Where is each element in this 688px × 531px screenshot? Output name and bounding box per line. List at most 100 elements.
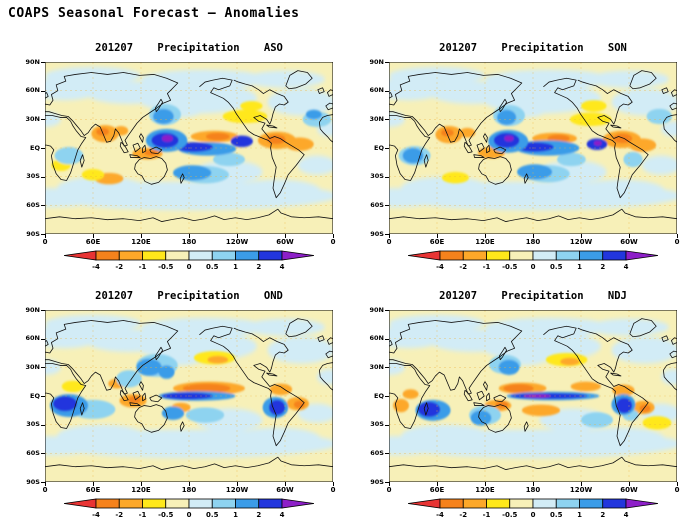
lat-tick-label: 90N <box>369 305 385 314</box>
lat-axis-tick <box>41 119 45 121</box>
colorbar-tick-label: 4 <box>280 263 285 271</box>
lon-tick-label: 0 <box>674 238 680 246</box>
graticule <box>389 310 677 482</box>
panel-title: 201207 Precipitation SON <box>389 42 677 54</box>
lon-axis-tick <box>581 482 582 486</box>
colorbar-tick-label: 0.5 <box>550 511 563 519</box>
panel-title-season: NDJ <box>607 290 627 302</box>
lat-tick-label: 30S <box>370 420 384 429</box>
colorbar-tick-label: 1 <box>233 511 238 519</box>
lat-tick-label: 30N <box>25 362 41 371</box>
colorbar-below-min-arrow <box>408 498 441 509</box>
panel-title: 201207 Precipitation OND <box>45 290 333 302</box>
lon-axis-tick <box>237 482 238 486</box>
lat-tick-label: 90N <box>25 57 41 66</box>
colorbar-above-max-arrow <box>625 250 658 261</box>
lon-tick-label: 180 <box>181 238 197 246</box>
lat-axis-tick <box>41 367 45 369</box>
lat-axis-tick <box>41 424 45 426</box>
colorbar-tick-label: 4 <box>624 511 629 519</box>
lon-tick-label: 0 <box>330 238 336 246</box>
panel-title-date: 201207 <box>95 42 134 54</box>
lat-tick-label: 90S <box>26 477 40 486</box>
colorbar-below-min-arrow <box>64 250 97 261</box>
panel-title-date: 201207 <box>439 42 478 54</box>
ocean-background-patches <box>45 314 333 459</box>
lon-tick-label: 60W <box>620 486 638 494</box>
lon-tick-label: 180 <box>181 486 197 494</box>
colorbar-tick-label: -0.5 <box>158 511 173 519</box>
lat-tick-label: EQ <box>374 143 384 152</box>
lon-tick-label: 60W <box>276 486 294 494</box>
anomaly-blobs <box>393 353 672 430</box>
colorbar-below-min-arrow <box>64 498 97 509</box>
lon-tick-label: 60E <box>429 238 445 246</box>
coastlines <box>45 319 333 470</box>
lon-axis-tick <box>333 234 334 238</box>
lon-axis-tick <box>581 234 582 238</box>
lon-tick-label: 60W <box>276 238 294 246</box>
lat-axis-tick <box>41 62 45 63</box>
lat-tick-label: 30S <box>370 172 384 181</box>
colorbar-above-max-arrow <box>281 498 314 509</box>
lon-axis-tick <box>389 482 390 486</box>
lon-tick-label: 0 <box>42 238 48 246</box>
lat-axis-tick <box>41 310 45 311</box>
lat-axis-tick <box>385 234 389 235</box>
lat-tick-label: 60N <box>25 334 41 343</box>
lat-tick-label: 60S <box>370 200 384 209</box>
colorbar-tick-label: 0.5 <box>206 263 219 271</box>
panel-title: 201207 Precipitation ASO <box>45 42 333 54</box>
lat-axis-tick <box>385 482 389 483</box>
lon-axis-tick <box>45 482 46 486</box>
lat-axis-tick <box>385 338 389 340</box>
world-map-svg <box>389 310 677 482</box>
anomaly-colorbar: -4 -2 -1 -0.5 0 0.5 1 2 4 <box>64 250 314 271</box>
graticule <box>45 62 333 234</box>
lon-axis-tick <box>437 482 438 486</box>
lon-tick-label: 60E <box>85 486 101 494</box>
ocean-background-patches <box>389 66 677 211</box>
lon-axis-tick <box>485 234 486 238</box>
lat-axis-tick <box>41 338 45 340</box>
lon-axis-tick <box>437 234 438 238</box>
coastlines <box>389 71 677 222</box>
lat-axis-tick <box>385 453 389 455</box>
colorbar-below-min-arrow <box>408 250 441 261</box>
lon-axis-tick <box>677 482 678 486</box>
lat-axis-tick <box>41 234 45 235</box>
colorbar-tick-label: 0.5 <box>550 263 563 271</box>
lon-tick-label: 0 <box>386 486 392 494</box>
lat-tick-label: 30S <box>26 172 40 181</box>
lon-tick-label: 120W <box>569 238 593 246</box>
lon-axis-tick <box>533 234 534 238</box>
colorbar-tick-label: 0.5 <box>206 511 219 519</box>
lon-axis-tick <box>333 482 334 486</box>
panel-title-date: 201207 <box>439 290 478 302</box>
lat-tick-label: EQ <box>30 143 40 152</box>
lat-tick-label: 90S <box>370 229 384 238</box>
lon-axis-tick <box>93 234 94 238</box>
panel-son: 201207 Precipitation SON 90N 60N 30N EQ 30S 6… <box>344 36 688 284</box>
colorbar-tick-label: -4 <box>436 263 444 271</box>
panel-title-variable: Precipitation <box>501 290 584 302</box>
graticule <box>389 62 677 234</box>
colorbar-tick-label: 0 <box>187 511 192 519</box>
lat-axis-tick <box>385 396 389 397</box>
lat-tick-label: 60N <box>369 334 385 343</box>
lat-tick-label: 30N <box>25 114 41 123</box>
panel-title-season: ASO <box>263 42 283 54</box>
lat-tick-label: 30N <box>369 362 385 371</box>
panel-aso: 201207 Precipitation ASO 90N 60N 30N EQ 30S 6… <box>0 36 344 284</box>
colorbar-tick-label: -1 <box>483 511 491 519</box>
panel-title: 201207 Precipitation NDJ <box>389 290 677 302</box>
panel-title-variable: Precipitation <box>157 290 240 302</box>
lon-tick-label: 120E <box>131 486 151 494</box>
colorbar-tick-label: 1 <box>577 511 582 519</box>
colorbar-tick-label: -0.5 <box>158 263 173 271</box>
colorbar-tick-label: 2 <box>256 263 261 271</box>
lon-axis-tick <box>389 234 390 238</box>
lat-axis-tick <box>41 90 45 92</box>
lat-tick-label: 90S <box>370 477 384 486</box>
lon-tick-label: 0 <box>674 486 680 494</box>
